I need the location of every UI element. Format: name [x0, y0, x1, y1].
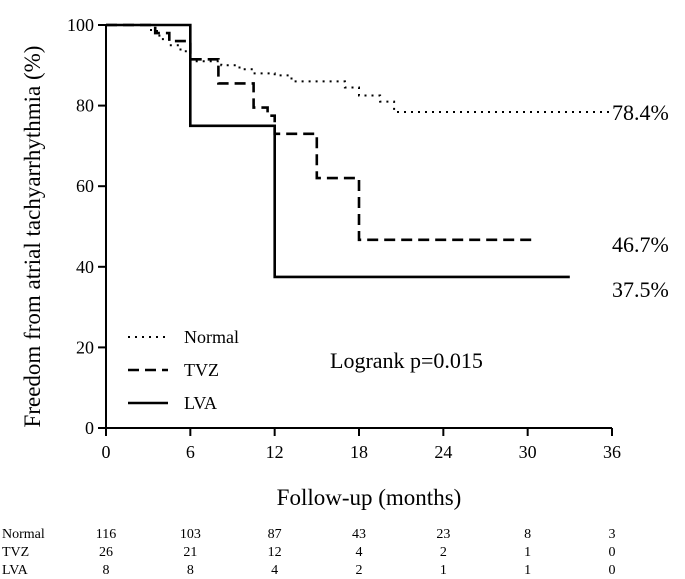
- y-tick-label: 60: [76, 176, 94, 196]
- risk-cell: 116: [96, 527, 116, 542]
- x-tick-label: 18: [350, 442, 368, 462]
- risk-cell: 0: [609, 563, 616, 578]
- legend-label-lva: LVA: [184, 393, 217, 413]
- x-tick-label: 0: [102, 442, 111, 462]
- x-tick-label: 12: [266, 442, 284, 462]
- y-axis-label: Freedom from atrial tachyarrhythmia (%): [20, 46, 45, 428]
- risk-cell: 8: [524, 527, 531, 542]
- risk-cell: 4: [271, 563, 278, 578]
- risk-cell: 8: [103, 563, 110, 578]
- risk-row-label: TVZ: [2, 545, 29, 560]
- x-tick-label: 6: [186, 442, 195, 462]
- end-label-tvz: 46.7%: [612, 232, 669, 257]
- x-tick-label: 36: [603, 442, 621, 462]
- series-line-tvz: [106, 23, 535, 242]
- y-tick-label: 40: [76, 257, 94, 277]
- risk-row-label: Normal: [2, 527, 45, 542]
- risk-cell: 2: [440, 545, 447, 560]
- legend-label-normal: Normal: [184, 327, 239, 347]
- logrank-annotation: Logrank p=0.015: [330, 348, 483, 373]
- legend-label-tvz: TVZ: [184, 360, 219, 380]
- risk-cell: 12: [268, 545, 282, 560]
- series-line-normal: [106, 24, 612, 113]
- end-label-lva: 37.5%: [612, 277, 669, 302]
- end-labels: 78.4% 46.7% 37.5%: [612, 100, 669, 302]
- x-tick-label: 30: [519, 442, 537, 462]
- series-line-lva: [106, 23, 570, 279]
- risk-cell: 3: [609, 527, 616, 542]
- risk-cell: 0: [609, 545, 616, 560]
- risk-cell: 2: [356, 563, 363, 578]
- y-tick-label: 0: [85, 418, 94, 438]
- y-tick-label: 20: [76, 337, 94, 357]
- y-tick-label: 80: [76, 96, 94, 116]
- risk-cell: 4: [356, 545, 363, 560]
- risk-cell: 26: [99, 545, 113, 560]
- risk-cell: 21: [183, 545, 197, 560]
- risk-cell: 43: [352, 527, 366, 542]
- risk-cell: 1: [440, 563, 447, 578]
- risk-cell: 87: [268, 527, 282, 542]
- end-label-normal: 78.4%: [612, 100, 669, 125]
- axes: 0 20 40 60 80 100 0 6 12 18 24 30 36: [67, 15, 621, 462]
- x-tick-label: 24: [434, 442, 452, 462]
- y-tick-label: 100: [67, 15, 94, 35]
- risk-cell: 1: [524, 545, 531, 560]
- legend: Normal TVZ LVA: [128, 327, 239, 413]
- x-axis-label: Follow-up (months): [277, 485, 462, 510]
- risk-row-label: LVA: [2, 563, 29, 578]
- survival-curves: [106, 23, 612, 279]
- risk-cell: 1: [524, 563, 531, 578]
- risk-cell: 23: [436, 527, 450, 542]
- risk-cell: 8: [187, 563, 194, 578]
- risk-cell: 103: [180, 527, 201, 542]
